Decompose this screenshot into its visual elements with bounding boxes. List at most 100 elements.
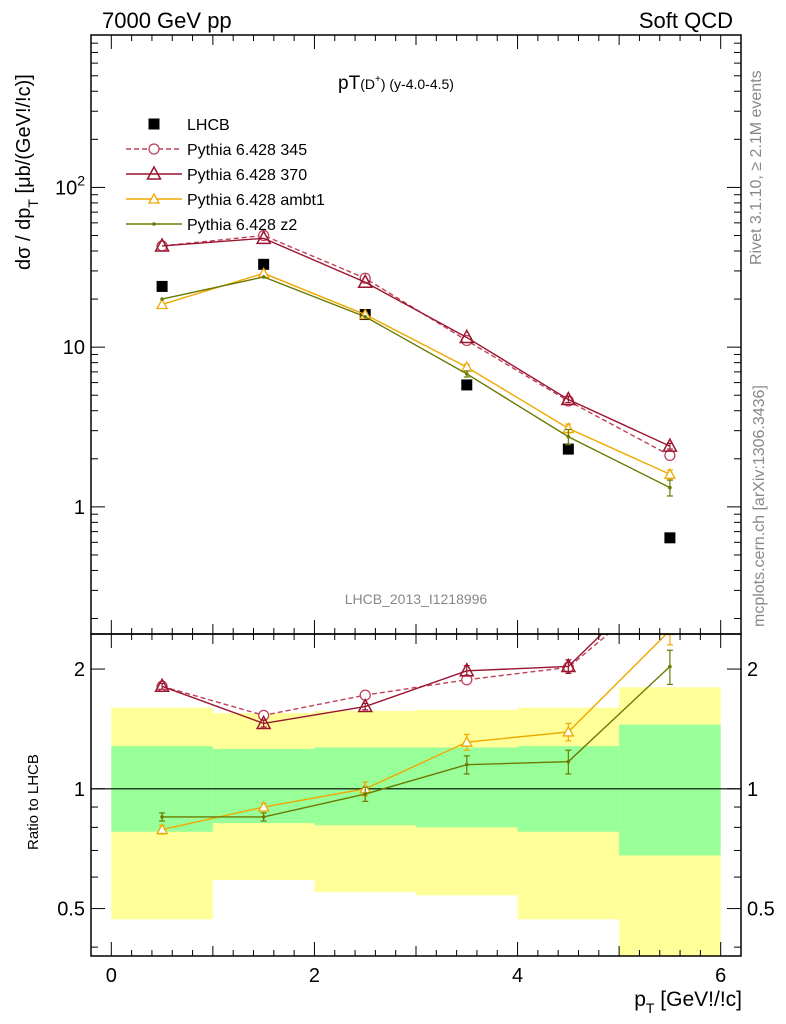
ratio-point-3-1 xyxy=(261,815,266,819)
ratio-bands xyxy=(111,687,721,956)
legend-label-2: Pythia 6.428 370 xyxy=(187,167,307,184)
ratio-series xyxy=(154,561,677,835)
legend-entry-1: Pythia 6.428 345 xyxy=(126,142,307,159)
main-series-0 xyxy=(156,258,676,544)
rivet-label: Rivet 3.1.10, ≥ 2.1M events xyxy=(748,70,765,265)
ratio-point-2-1 xyxy=(257,800,270,812)
ratio-point-3-3 xyxy=(464,762,469,767)
mcplots-label: mcplots.cern.ch [arXiv:1306.3436] xyxy=(751,385,768,627)
main-point-0-5 xyxy=(664,532,676,544)
main-point-2-5 xyxy=(662,437,678,452)
main-point-0-3 xyxy=(461,379,473,391)
main-point-2-4 xyxy=(560,390,577,406)
main-series xyxy=(154,229,678,544)
ratio-point-1-5 xyxy=(663,561,676,573)
ratio-y-tick-label-right: 0.5 xyxy=(747,899,775,921)
ratio-point-1-1 xyxy=(255,714,272,730)
main-point-3-3 xyxy=(460,360,473,372)
main-point-4-0 xyxy=(160,297,164,301)
ratio-y-tick-label: 1 xyxy=(74,779,85,801)
main-series-3 xyxy=(155,266,677,480)
legend-label-0: LHCB xyxy=(187,117,230,134)
main-point-0-1 xyxy=(258,258,270,270)
ratio-y-tick-label: 2 xyxy=(74,659,85,681)
ratio-point-2-0 xyxy=(155,823,169,835)
main-point-2-2 xyxy=(357,273,373,288)
main-series-4 xyxy=(160,275,673,497)
x-tick-label: 0 xyxy=(106,965,117,987)
main-plot-title: pT(D+) (y-4.0-4.5) xyxy=(338,73,454,94)
band-inner-5 xyxy=(619,724,721,856)
ratio-point-3-0 xyxy=(160,815,164,819)
legend-label-4: Pythia 6.428 z2 xyxy=(187,217,297,234)
main-y-tick-label: 1 xyxy=(74,497,85,519)
legend-entry-2: Pythia 6.428 370 xyxy=(126,165,307,184)
ratio-y-tick-label: 0.5 xyxy=(57,899,85,921)
legend-marker-3 xyxy=(147,192,161,204)
x-tick-label: 6 xyxy=(715,965,726,987)
main-point-4-1 xyxy=(261,275,266,279)
legend: LHCB Pythia 6.428 345 Pythia 6.428 370 Pyth… xyxy=(126,117,325,234)
legend-marker-0 xyxy=(148,118,160,130)
main-line-1 xyxy=(162,234,671,457)
main-point-4-3 xyxy=(464,372,469,376)
main-point-3-0 xyxy=(155,298,169,310)
main-plot-marks xyxy=(154,229,678,544)
analysis-watermark: LHCB_2013_I1218996 xyxy=(345,591,488,607)
ratio-point-1-0 xyxy=(154,677,170,693)
ratio-point-3-2 xyxy=(363,792,368,796)
ratio-line-0 xyxy=(161,634,610,717)
main-point-3-5 xyxy=(663,467,677,479)
main-line-3 xyxy=(161,272,671,475)
legend-label-3: Pythia 6.428 ambt1 xyxy=(187,192,325,209)
legend-marker-2 xyxy=(146,165,162,180)
legend-marker-4 xyxy=(152,222,156,226)
ratio-y-tick-label-right: 1 xyxy=(747,779,758,801)
header-right: Soft QCD xyxy=(639,8,733,33)
main-y-tick-label: 102 xyxy=(55,172,85,199)
legend-marker-1 xyxy=(148,143,160,155)
main-point-2-0 xyxy=(154,237,170,252)
main-point-4-4 xyxy=(566,434,571,439)
main-series-2 xyxy=(154,229,678,452)
ratio-point-1-4 xyxy=(560,657,577,673)
header-left: 7000 GeV pp xyxy=(102,8,232,33)
main-line-4 xyxy=(161,276,671,489)
main-point-4-2 xyxy=(363,314,368,319)
ratio-series-1 xyxy=(154,561,676,730)
axes: 0 2 4 6 1 10 102 0.5 0.5 1 1 2 2 xyxy=(55,34,775,987)
x-axis-label: pT [GeV!/!c] xyxy=(634,988,742,1016)
main-point-2-3 xyxy=(459,328,475,344)
main-line-2 xyxy=(162,237,671,447)
ratio-y-axis-label: Ratio to LHCB xyxy=(25,754,42,850)
ratio-y-tick-label-right: 2 xyxy=(747,659,758,681)
main-point-0-0 xyxy=(156,280,168,292)
x-tick-label: 4 xyxy=(512,965,523,987)
legend-entry-3: Pythia 6.428 ambt1 xyxy=(126,192,325,209)
ratio-point-1-3 xyxy=(459,662,475,677)
main-y-tick-label: 10 xyxy=(63,337,85,359)
ratio-plot xyxy=(91,561,741,956)
ratio-point-2-3 xyxy=(460,735,473,747)
main-point-0-4 xyxy=(562,443,574,455)
ratio-line-1 xyxy=(161,634,603,725)
legend-label-1: Pythia 6.428 345 xyxy=(187,142,307,159)
x-tick-label: 2 xyxy=(309,965,320,987)
ratio-line-2 xyxy=(161,634,668,831)
main-point-1-5 xyxy=(664,449,676,462)
main-point-2-1 xyxy=(255,229,272,245)
legend-entry-0: LHCB xyxy=(148,117,230,134)
main-y-axis-label: dσ / dpT [μb/(GeV!/!c)] xyxy=(13,74,41,270)
ratio-point-0-5 xyxy=(665,578,675,588)
ratio-point-1-2 xyxy=(357,697,373,713)
ratio-series-3 xyxy=(159,649,673,822)
band-inner-1 xyxy=(212,748,315,824)
ratio-point-3-5 xyxy=(668,664,672,669)
legend-entry-4: Pythia 6.428 z2 xyxy=(126,217,297,234)
main-point-4-5 xyxy=(668,485,672,490)
ratio-point-2-5 xyxy=(663,634,677,636)
ratio-point-3-4 xyxy=(566,759,571,764)
ratio-line-3 xyxy=(162,665,671,818)
ratio-point-2-4 xyxy=(562,725,575,737)
